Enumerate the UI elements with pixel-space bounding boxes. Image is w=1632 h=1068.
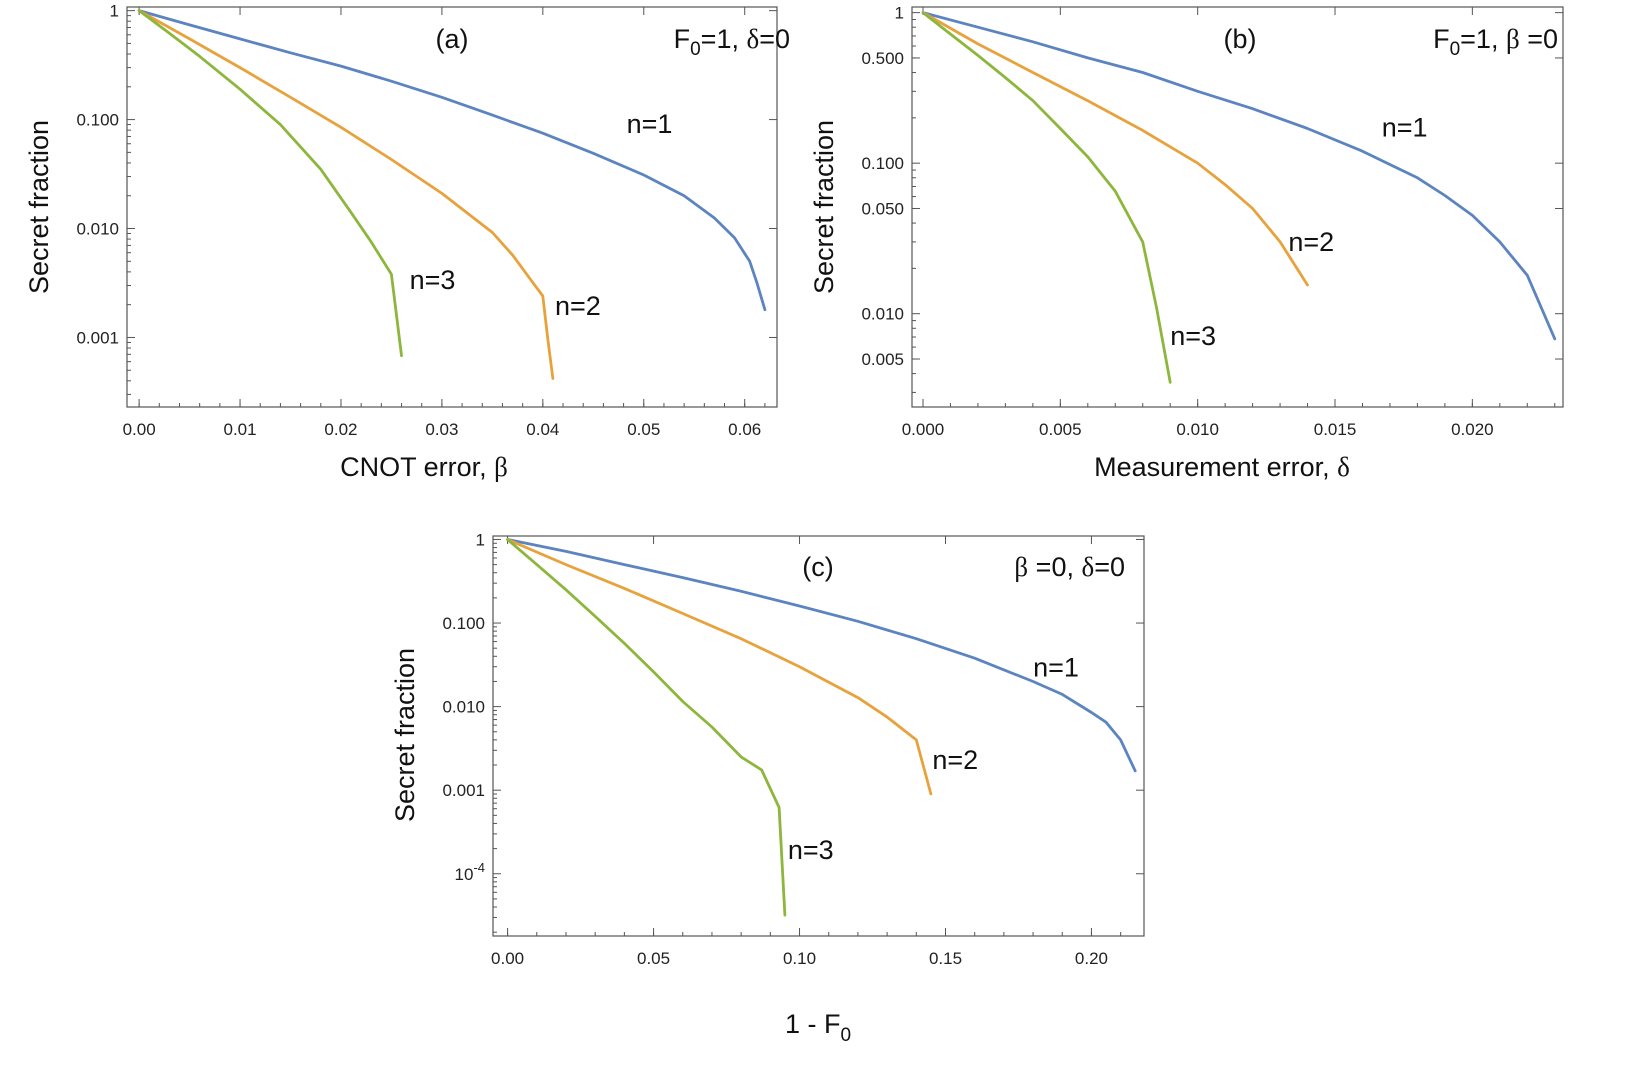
panel-label: (c) [802,552,833,582]
y-tick-label: 0.100 [76,111,119,130]
parameter-label: F0=1, δ=0 [674,24,790,60]
series-line-n=1 [137,9,767,312]
x-tick-label: 0.02 [324,420,357,439]
curve-label: n=3 [410,265,456,295]
curve-label: n=3 [1170,321,1216,351]
plot-frame [911,6,1564,408]
x-tick-label: 0.010 [1176,420,1219,439]
panel-label: (a) [436,24,469,54]
x-tick-label: 0.05 [637,949,670,968]
x-tick-label: 0.000 [902,420,945,439]
x-axis-label: 1 - F0 [785,1009,851,1046]
x-tick-label: 0.00 [491,949,524,968]
x-tick-label: 0.15 [929,949,962,968]
x-tick-label: 0.03 [425,420,458,439]
panel-0: 0.00 0.01 0.02 0.03 0.04 0.05 0.06 1 0.100 0.010 0… [24,2,790,482]
y-axis-label: Secret fraction [24,120,54,294]
y-tick-label: 0.100 [442,614,485,633]
y-tick-label: 0.005 [861,350,904,369]
series-line-n=3 [921,11,1172,384]
series-line-n=3 [506,538,787,917]
x-tick-label: 0.05 [627,420,660,439]
series-line-n=2 [137,9,555,380]
curve-label: n=1 [1033,652,1079,682]
y-tick-label: 0.001 [442,781,485,800]
panel-1: 0.000 0.005 0.010 0.015 0.020 1 0.500 0.100 0.05… [809,4,1564,482]
x-tick-label: 0.04 [526,420,559,439]
y-tick-label: 1 [476,530,485,549]
y-tick-label: 1 [895,4,904,23]
y-tick-label: 0.010 [76,220,119,239]
y-axis-label: Secret fraction [809,120,839,294]
y-tick-label: 0.500 [861,49,904,68]
x-tick-label: 0.01 [223,420,256,439]
x-tick-label: 0.20 [1075,949,1108,968]
x-tick-label: 0.10 [783,949,816,968]
y-axis-label: Secret fraction [390,648,420,822]
x-tick-label: 0.00 [123,420,156,439]
y-tick-label: 0.010 [442,698,485,717]
panel-2: 0.00 0.05 0.10 0.15 0.20 1 0.100 0.010 0.001 10-4… [390,530,1145,1046]
plot-frame [492,535,1145,937]
y-tick-label: 0.010 [861,305,904,324]
curve-label: n=3 [788,835,834,865]
curve-label: n=2 [1288,227,1334,257]
x-axis-label: Measurement error, δ [1094,452,1350,482]
panel-label: (b) [1224,24,1257,54]
x-tick-label: 0.06 [728,420,761,439]
y-tick-label: 0.050 [861,199,904,218]
curve-label: n=1 [627,109,673,139]
curve-label: n=2 [932,745,978,775]
y-tick-label: 0.001 [76,328,119,347]
parameter-label: F0=1, β =0 [1433,24,1558,60]
x-tick-label: 0.005 [1039,420,1082,439]
x-tick-label: 0.020 [1451,420,1494,439]
x-axis-label: CNOT error, β [340,452,508,482]
curve-label: n=1 [1382,113,1428,143]
y-tick-label: 1 [110,2,119,21]
series-line-n=3 [137,9,403,358]
y-tick-label: 0.100 [861,154,904,173]
series-line-n=1 [921,11,1557,341]
series-line-n=2 [921,11,1309,287]
parameter-label: β =0, δ=0 [1014,552,1125,582]
y-tick-label: 10-4 [455,860,485,884]
curve-label: n=2 [555,291,601,321]
plot-frame [126,6,778,408]
x-tick-label: 0.015 [1314,420,1357,439]
series-line-n=1 [506,538,1137,773]
series-line-n=2 [506,538,933,796]
